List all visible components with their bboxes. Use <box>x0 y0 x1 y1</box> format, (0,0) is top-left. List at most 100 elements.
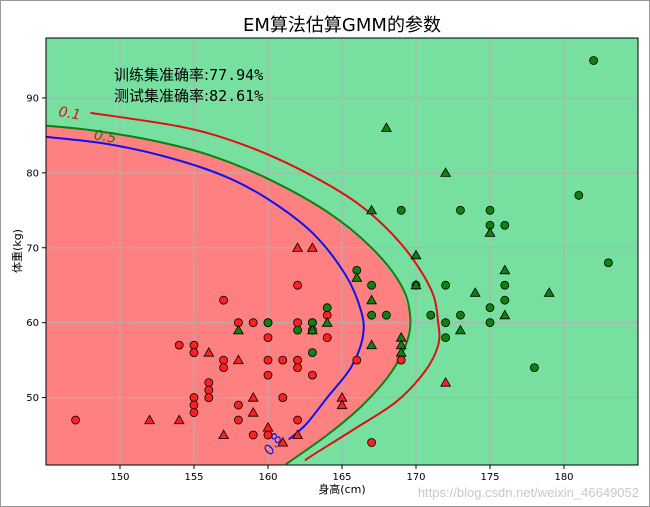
class-0-train-point-16 <box>248 318 258 328</box>
class-0-train-point-29 <box>293 415 303 425</box>
test-accuracy-value: 82.61% <box>209 87 263 105</box>
class-1-train-point-18 <box>485 205 495 215</box>
x-tick-label-165: 165 <box>332 472 351 483</box>
class-1-train-point-5 <box>322 303 332 313</box>
class-0-region <box>46 125 411 465</box>
svg-text:训练集准确率:77.94%: 训练集准确率:77.94% <box>114 66 263 84</box>
class-0-train-point-2 <box>189 340 199 350</box>
class-1-test-point-19 <box>543 287 555 297</box>
class-0-test-point-0 <box>144 414 156 425</box>
class-1-train-point-2 <box>307 348 317 358</box>
class-1-test-point-1 <box>306 324 318 335</box>
class-0-train-point-27 <box>293 355 303 365</box>
class-0-train-point-23 <box>278 355 288 365</box>
x-axis-label: 身高(cm) <box>318 482 365 496</box>
class-1-test-point-11 <box>410 249 422 260</box>
y-tick-label-80: 80 <box>26 168 39 179</box>
class-1-test-point-6 <box>366 339 378 350</box>
x-tick-label-160: 160 <box>258 472 277 483</box>
class-0-train-point-25 <box>293 280 303 290</box>
train-accuracy-value: 77.94% <box>209 66 263 84</box>
chart-title: EM算法估算GMM的参数 <box>243 15 441 36</box>
y-axis-label: 体重(kg) <box>10 229 24 273</box>
class-1-train-point-10 <box>396 205 406 215</box>
class-0-test-point-14 <box>440 376 452 387</box>
class-1-train-point-27 <box>589 56 598 65</box>
class-1-train-point-8 <box>367 310 377 320</box>
accuracy-annotation: 训练集准确率:77.94% 测试集准确率:82.61% <box>114 66 263 105</box>
class-0-test-point-6 <box>247 406 259 417</box>
contour-0.5 <box>46 124 412 465</box>
class-0-train-point-6 <box>189 408 199 417</box>
class-1-train-point-16 <box>455 205 465 215</box>
class-1-test-point-17 <box>499 264 511 275</box>
class-0-test-point-5 <box>247 391 259 402</box>
class-0-train-point-24 <box>278 393 288 402</box>
class-0-train-point-14 <box>233 400 243 410</box>
class-1-train-point-23 <box>500 280 510 290</box>
contour-label-0.1: 0.1 <box>57 104 82 124</box>
x-tick-label-150: 150 <box>110 472 129 483</box>
class-1-test-point-0 <box>232 324 244 335</box>
class-0-test-point-3 <box>218 429 230 440</box>
class-0-train-point-20 <box>263 355 273 365</box>
x-tick-label-180: 180 <box>554 472 573 483</box>
class-0-test-point-13 <box>336 399 348 410</box>
class-0-test-point-7 <box>262 421 274 432</box>
class-0-train-point-0 <box>71 415 80 425</box>
class-1-train-point-26 <box>574 190 584 200</box>
class-0-test-point-4 <box>232 354 244 365</box>
y-tick-label-50: 50 <box>26 393 39 404</box>
y-tick-label-70: 70 <box>26 243 39 254</box>
class-1-test-point-15 <box>469 287 481 297</box>
class-1-train-point-15 <box>441 333 451 343</box>
class-1-test-point-12 <box>410 279 422 290</box>
class-0-train-point-10 <box>219 295 229 305</box>
x-tick-label-170: 170 <box>406 472 425 483</box>
class-1-train-point-13 <box>441 280 451 290</box>
class-0-train-point-7 <box>204 378 214 387</box>
test-accuracy-label: 测试集准确率: <box>114 87 209 105</box>
class-0-train-point-36 <box>396 355 406 365</box>
x-tick-label-175: 175 <box>480 472 499 483</box>
class-1-train-point-20 <box>485 303 495 313</box>
class-0-train-point-4 <box>189 393 199 402</box>
class-0-train-point-22 <box>263 430 273 440</box>
y-tick-label-60: 60 <box>26 318 39 329</box>
watermark: https://blog.csdn.net/weixin_46649052 <box>417 485 639 500</box>
contour-label-0.5: 0.5 <box>93 127 118 147</box>
class-1-train-point-28 <box>604 258 613 268</box>
class-0-train-point-35 <box>367 438 377 447</box>
train-accuracy-label: 训练集准确率: <box>114 66 209 84</box>
class-1-test-point-2 <box>321 317 333 327</box>
x-tick-label-155: 155 <box>184 472 203 483</box>
class-0-train-point-12 <box>219 363 229 373</box>
class-0-train-point-34 <box>352 355 362 365</box>
class-1-train-point-14 <box>441 318 451 328</box>
class-1-test-point-18 <box>499 309 511 320</box>
class-0-train-point-5 <box>189 400 199 410</box>
class-0-test-point-1 <box>173 414 185 425</box>
class-0-train-point-19 <box>263 333 273 343</box>
class-0-train-point-11 <box>219 355 229 365</box>
contour-0.1 <box>90 111 441 462</box>
class-0-train-point-3 <box>189 348 199 358</box>
class-1-test-point-7 <box>380 122 392 132</box>
class-0-train-point-1 <box>174 340 184 350</box>
class-1-train-point-21 <box>485 318 495 328</box>
y-tick-label-90: 90 <box>26 93 39 104</box>
class-0-train-point-15 <box>233 415 243 425</box>
class-1-train-point-9 <box>381 310 391 320</box>
class-1-test-point-10 <box>395 346 407 357</box>
class-0-train-point-9 <box>204 393 214 402</box>
class-1-train-point-22 <box>500 220 510 230</box>
class-0-train-point-21 <box>263 370 273 380</box>
class-0-test-point-11 <box>306 242 318 252</box>
class-0-test-point-8 <box>277 436 289 447</box>
class-1-train-point-17 <box>455 310 465 320</box>
class-0-train-point-17 <box>248 430 258 440</box>
class-1-train-point-24 <box>500 295 510 305</box>
class-0-train-point-26 <box>293 318 303 328</box>
